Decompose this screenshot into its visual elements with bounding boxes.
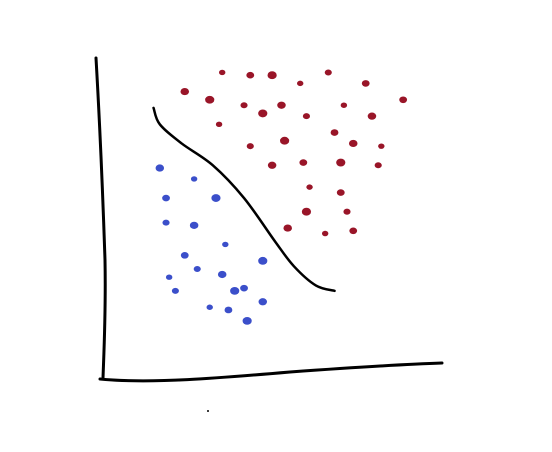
scatter-point-series-1 — [340, 102, 348, 108]
scatter-point-series-1 — [321, 230, 329, 237]
scatter-point-series-2 — [171, 287, 179, 294]
scatter-point-series-1 — [205, 95, 215, 104]
scatter-point-series-1 — [336, 189, 345, 196]
scatter-point-series-2 — [240, 284, 248, 292]
scatter-point-series-1 — [219, 69, 226, 76]
x-axis — [98, 361, 444, 383]
scatter-point-series-2 — [242, 316, 252, 325]
scatter-point-series-1 — [297, 80, 304, 87]
scatter-point-series-1 — [267, 161, 277, 169]
scatter-point-series-1 — [240, 102, 248, 109]
scatter-point-series-1 — [306, 184, 313, 190]
stray-dot — [207, 410, 209, 412]
scatter-point-series-2 — [211, 194, 221, 202]
scatter-point-series-2 — [224, 306, 233, 314]
scatter-point-series-1 — [299, 159, 308, 166]
scatter-point-series-1 — [324, 69, 332, 76]
scatter-point-series-1 — [246, 71, 255, 79]
scatter-point-series-2 — [162, 219, 170, 226]
scatter-point-series-1 — [378, 143, 385, 149]
scatter-point-series-2 — [190, 176, 198, 182]
scatter-point-series-2 — [193, 266, 201, 273]
y-axis — [94, 56, 107, 380]
scatter-point-series-2 — [155, 164, 165, 172]
decision-boundary-line — [152, 106, 336, 293]
scatter-point-series-2 — [165, 274, 173, 280]
scatter-point-series-2 — [230, 286, 240, 295]
scatter-point-series-1 — [246, 143, 254, 150]
scatter-point-series-2 — [258, 256, 268, 265]
scatter-point-series-1 — [258, 109, 268, 118]
scatter-point-series-1 — [277, 101, 286, 109]
scatter-point-series-1 — [302, 113, 310, 120]
scatter-point-series-1 — [280, 136, 290, 145]
scatter-point-series-2 — [222, 241, 229, 248]
scatter-point-series-1 — [348, 139, 358, 148]
scatter-point-series-1 — [301, 207, 312, 216]
scatter-point-series-1 — [367, 112, 377, 120]
scatter-point-series-1 — [330, 129, 339, 136]
scatter-point-series-1 — [267, 71, 277, 80]
scatter-point-series-1 — [215, 121, 223, 128]
scatter-point-series-2 — [189, 221, 199, 229]
scatter-point-series-1 — [336, 158, 346, 167]
scatter-point-series-2 — [162, 194, 170, 202]
scatter-point-series-2 — [258, 298, 268, 306]
scatter-point-series-1 — [374, 162, 382, 169]
scatter-point-series-1 — [343, 208, 351, 215]
scatter-point-series-2 — [217, 270, 227, 279]
scatter-point-series-1 — [361, 80, 370, 87]
scatter-point-series-1 — [349, 227, 358, 235]
scatter-point-series-1 — [283, 224, 292, 232]
scatter-point-series-2 — [180, 252, 189, 259]
scatter-point-series-1 — [180, 87, 190, 96]
scatter-point-series-2 — [206, 304, 213, 310]
scatter-point-series-1 — [399, 96, 408, 104]
